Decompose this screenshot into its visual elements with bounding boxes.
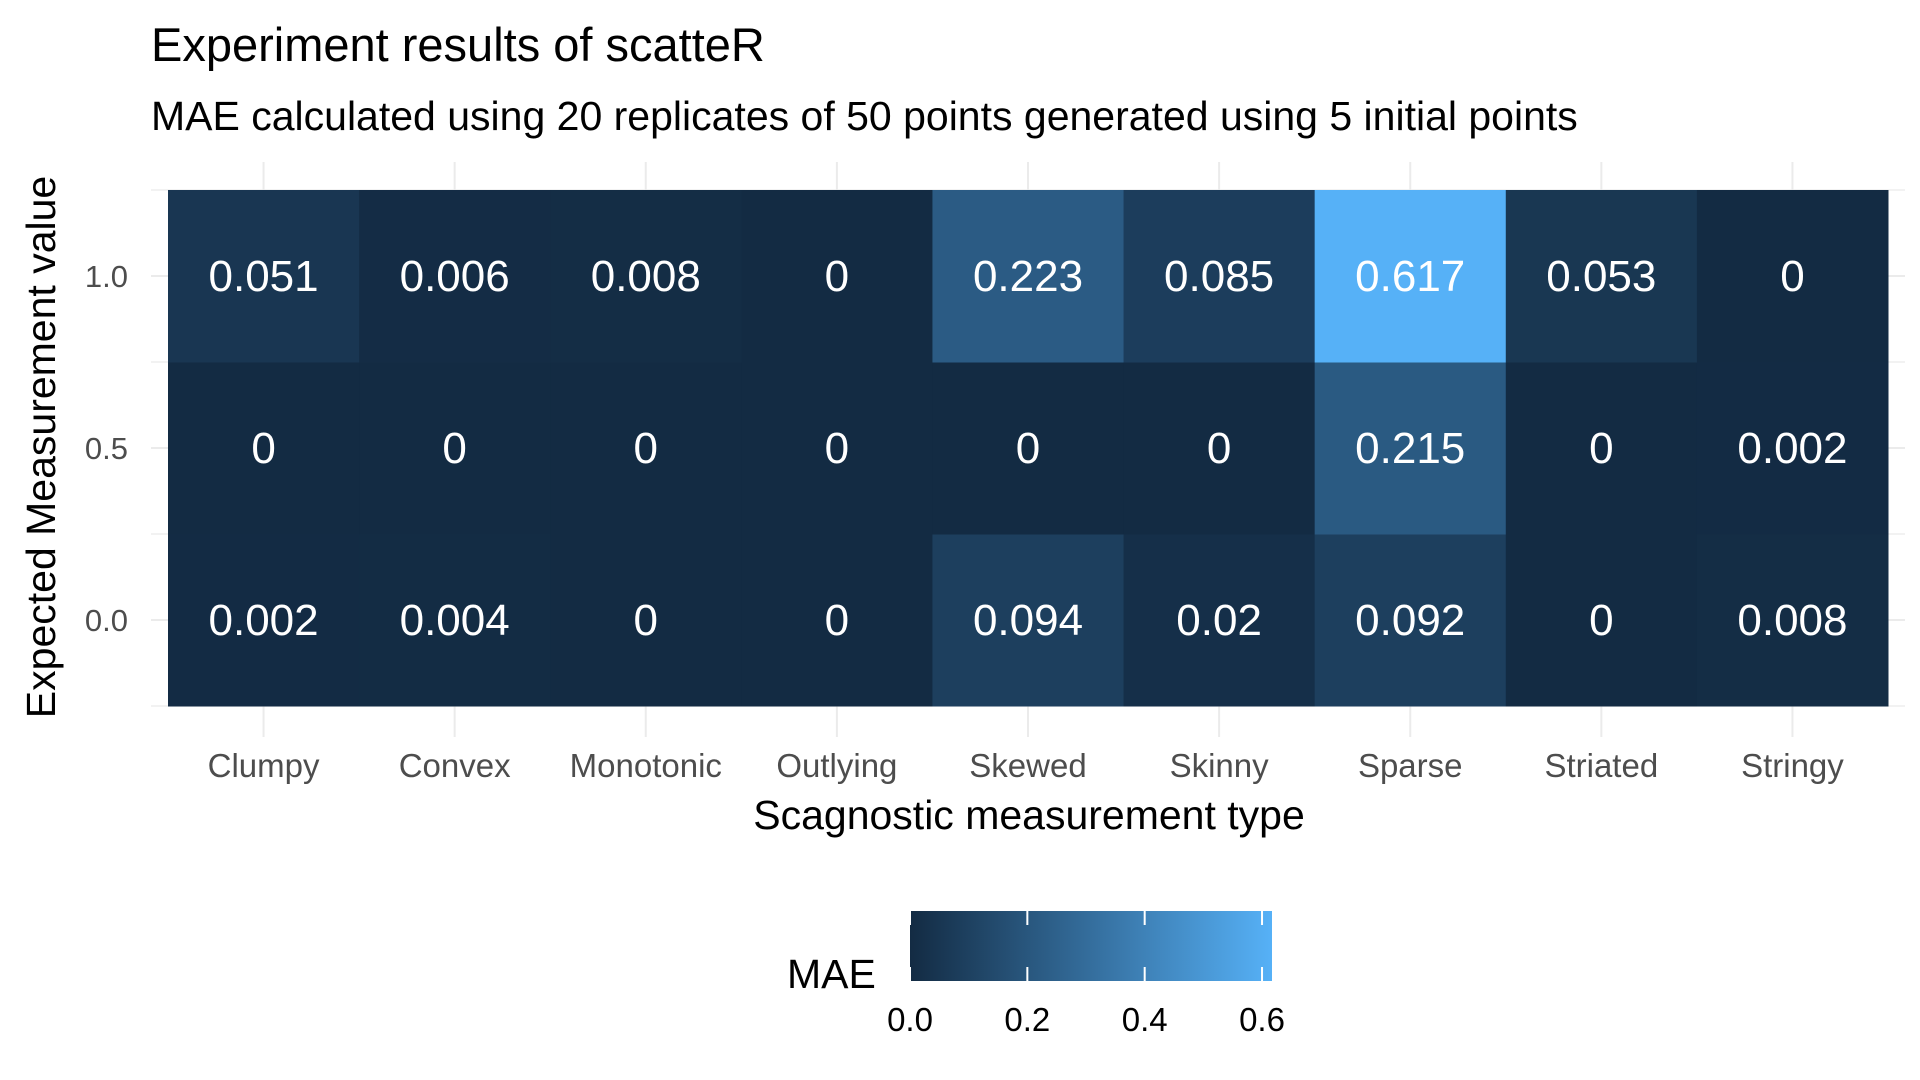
cell-value-label: 0 [1589, 596, 1613, 645]
cell-value-label: 0.008 [1737, 596, 1847, 645]
heatmap-cell [1505, 534, 1698, 707]
heatmap-cell [359, 190, 551, 363]
chart-subtitle: MAE calculated using 20 replicates of 50… [151, 93, 1578, 139]
heatmap-cell [168, 534, 360, 707]
legend-ticks: 0.0 0.2 0.4 0.6 [887, 911, 1285, 1038]
y-tick-label: 0.0 [85, 603, 128, 638]
cell-value-label: 0 [825, 252, 849, 301]
cell-value-label: 0.002 [209, 596, 319, 645]
cell-value-label: 0 [634, 424, 658, 473]
heatmap-cells [168, 190, 1889, 707]
cell-value-label: 0.002 [1737, 424, 1847, 473]
chart-title: Experiment results of scatteR [151, 18, 765, 71]
heatmap-cell [1696, 190, 1889, 363]
legend-tick-label: 0.0 [887, 1001, 933, 1038]
heatmap-cell [1123, 534, 1316, 707]
cell-value-label: 0.004 [400, 596, 510, 645]
heatmap-cell [932, 534, 1125, 707]
x-axis-title: Scagnostic measurement type [753, 792, 1305, 838]
cell-value-label: 0 [442, 424, 466, 473]
cell-value-label: 0.053 [1546, 252, 1656, 301]
heatmap-cell [932, 362, 1125, 535]
cell-value-label: 0 [825, 424, 849, 473]
heatmap-cell [932, 190, 1125, 363]
heatmap-cell [1696, 534, 1889, 707]
legend-title: MAE [787, 951, 876, 997]
cell-value-label: 0.215 [1355, 424, 1465, 473]
y-tick-label: 0.5 [85, 431, 128, 466]
heatmap-cell [741, 534, 933, 707]
y-axis-title: Expected Measurement value [18, 176, 64, 718]
heatmap-cell [168, 362, 360, 535]
x-tick-label: Skewed [969, 747, 1086, 784]
heatmap-cell [550, 362, 742, 535]
x-tick-label: Striated [1544, 747, 1658, 784]
cell-value-label: 0 [1016, 424, 1040, 473]
heatmap-cell [741, 362, 933, 535]
heatmap-cell [1314, 534, 1507, 707]
heatmap-cell [1505, 362, 1698, 535]
x-tick-label: Skinny [1170, 747, 1270, 784]
x-tick-label: Convex [399, 747, 511, 784]
x-tick-label: Clumpy [208, 747, 320, 784]
heatmap-cell [359, 534, 551, 707]
cell-value-label: 0.094 [973, 596, 1083, 645]
x-tick-label: Stringy [1741, 747, 1844, 784]
cell-value-label: 0 [634, 596, 658, 645]
heatmap-cell [550, 534, 742, 707]
cell-value-label: 0 [251, 424, 275, 473]
cell-value-label: 0 [825, 596, 849, 645]
x-tick-label: Outlying [776, 747, 897, 784]
cell-value-label: 0 [1207, 424, 1231, 473]
cell-value-label: 0.085 [1164, 252, 1274, 301]
heatmap-cell [1123, 190, 1316, 363]
legend-tick-label: 0.6 [1239, 1001, 1285, 1038]
heatmap-cell [359, 362, 551, 535]
cell-value-label: 0.006 [400, 252, 510, 301]
cell-labels: 0.002 0.004 0 0 0.094 0.02 0.092 0 0.008 0 0 0 0 0 0 0.… [209, 252, 1848, 645]
cell-value-label: 0.02 [1176, 596, 1262, 645]
cell-value-label: 0 [1780, 252, 1804, 301]
cell-value-label: 0.223 [973, 252, 1083, 301]
heatmap-cell [741, 190, 933, 363]
heatmap-cell [1696, 362, 1889, 535]
legend-tick-label: 0.4 [1122, 1001, 1168, 1038]
heatmap-cell [1314, 190, 1507, 363]
cell-value-label: 0.617 [1355, 252, 1465, 301]
legend-tick-label: 0.2 [1004, 1001, 1050, 1038]
cell-value-label: 0.008 [591, 252, 701, 301]
cell-value-label: 0.051 [209, 252, 319, 301]
cell-value-label: 0 [1589, 424, 1613, 473]
x-tick-label: Monotonic [570, 747, 722, 784]
heatmap-cell [550, 190, 742, 363]
legend-colorbar [910, 911, 1272, 981]
color-legend: MAE 0.0 0.2 0.4 0.6 [787, 911, 1285, 1038]
x-tick-label: Sparse [1358, 747, 1463, 784]
heatmap-cell [1123, 362, 1316, 535]
heatmap-cell [1505, 190, 1698, 363]
axes: Clumpy Convex Monotonic Outlying Skewed Skinn… [85, 259, 1844, 784]
y-tick-label: 1.0 [85, 259, 128, 294]
heatmap-cell [1314, 362, 1507, 535]
heatmap-cell [168, 190, 360, 363]
cell-value-label: 0.092 [1355, 596, 1465, 645]
